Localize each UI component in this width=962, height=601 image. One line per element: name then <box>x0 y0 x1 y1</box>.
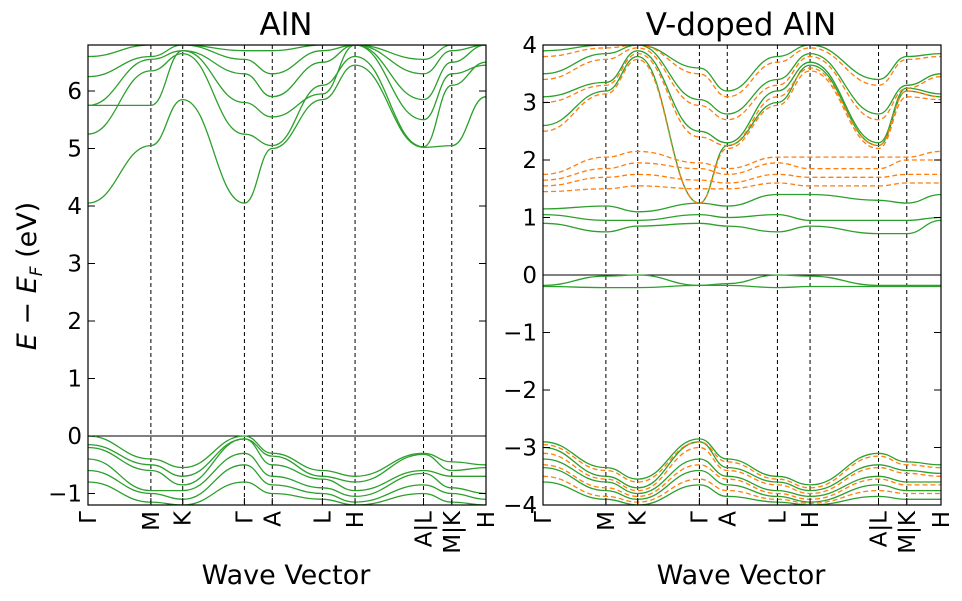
band-1 <box>88 52 486 148</box>
band-up-2 <box>543 219 941 235</box>
band-down-22 <box>543 441 941 489</box>
x-tick-label-0: Γ <box>76 511 102 524</box>
panel-vdoped-title: V-doped AlN <box>646 7 837 43</box>
band-up-0 <box>543 193 941 213</box>
band-2 <box>88 45 486 121</box>
band-down-19 <box>543 52 941 147</box>
y-tick-label-3: 2 <box>67 309 82 335</box>
y-tick-label-5: 4 <box>67 194 82 220</box>
x-tick-label-6: H <box>798 511 824 528</box>
band-5 <box>88 45 486 61</box>
panel-aln-xlabel: Wave Vector <box>202 560 372 591</box>
y-axis-label: E − EF (eV) <box>12 202 47 350</box>
band-down-16 <box>543 173 941 187</box>
x-tick-label-2: K <box>626 510 652 526</box>
band-8 <box>88 438 486 492</box>
y-tick-label-6: 5 <box>67 137 82 163</box>
y-tick-label-1: −3 <box>503 436 537 462</box>
band-up-13 <box>543 481 941 505</box>
x-tick-label-8: M|K <box>895 510 921 554</box>
x-tick-label-4: A <box>715 511 741 527</box>
panel-vdoped-xlabel: Wave Vector <box>657 560 827 591</box>
x-tick-label-1: M <box>139 511 165 531</box>
band-down-15 <box>543 159 941 181</box>
band-down-20 <box>543 47 941 121</box>
band-0 <box>88 64 486 204</box>
band-down-24 <box>543 464 941 500</box>
y-tick-label-5: 1 <box>522 206 537 232</box>
band-up-12 <box>543 466 941 503</box>
x-tick-label-5: L <box>310 511 336 524</box>
band-up-3 <box>543 284 941 289</box>
y-tick-label-2: −2 <box>503 378 537 404</box>
band-down-21 <box>543 45 941 98</box>
band-up-11 <box>543 458 941 498</box>
band-7 <box>88 438 486 483</box>
x-tick-label-0: Γ <box>531 511 557 524</box>
bands-group <box>88 45 486 505</box>
x-tick-label-4: A <box>260 511 286 527</box>
x-tick-label-3: Γ <box>232 511 258 524</box>
band-9 <box>88 452 486 498</box>
y-tick-label-0: −4 <box>503 493 537 519</box>
band-up-8 <box>543 45 941 92</box>
band-up-9 <box>543 438 941 486</box>
band-4 <box>88 45 486 78</box>
y-tick-label-7: 6 <box>67 79 82 105</box>
x-tick-label-1: M <box>594 511 620 531</box>
band-up-7 <box>543 45 941 115</box>
y-axis-label-unit: (eV) <box>12 202 43 267</box>
y-tick-label-8: 4 <box>522 33 537 59</box>
x-tick-label-6: H <box>343 511 369 528</box>
axes-frame <box>87 44 487 506</box>
bands-group <box>543 45 941 505</box>
band-down-25 <box>543 475 941 504</box>
y-axis-label-main: E − E <box>12 276 43 350</box>
band-down-18 <box>543 58 941 204</box>
band-up-1 <box>543 213 941 222</box>
x-tick-label-8: M|K <box>440 510 466 554</box>
y-tick-label-7: 3 <box>522 91 537 117</box>
band-down-14 <box>543 150 941 176</box>
band-up-6 <box>543 50 941 144</box>
y-tick-label-6: 2 <box>522 148 537 174</box>
band-up-4 <box>543 274 941 287</box>
y-tick-label-0: −1 <box>48 482 82 508</box>
band-10 <box>88 464 486 503</box>
x-tick-label-7: A|L <box>412 511 438 547</box>
x-tick-label-2: K <box>171 510 197 526</box>
x-tick-label-5: L <box>765 511 791 524</box>
band-up-10 <box>543 441 941 492</box>
y-tick-label-2: 1 <box>67 367 82 393</box>
y-tick-label-3: −1 <box>503 321 537 347</box>
x-tick-label-9: H <box>929 511 955 528</box>
panel-aln-title: AlN <box>259 7 312 43</box>
y-tick-label-1: 0 <box>67 424 82 450</box>
band-3 <box>88 45 486 107</box>
band-6 <box>88 435 486 477</box>
band-11 <box>88 481 486 505</box>
y-tick-label-4: 0 <box>522 263 537 289</box>
y-tick-label-4: 3 <box>67 252 82 278</box>
band-down-23 <box>543 446 941 495</box>
x-tick-label-7: A|L <box>867 511 893 547</box>
x-tick-label-3: Γ <box>687 511 713 524</box>
y-axis-label-sub: F <box>27 266 47 276</box>
band-down-17 <box>543 182 941 193</box>
x-tick-label-9: H <box>474 511 500 528</box>
